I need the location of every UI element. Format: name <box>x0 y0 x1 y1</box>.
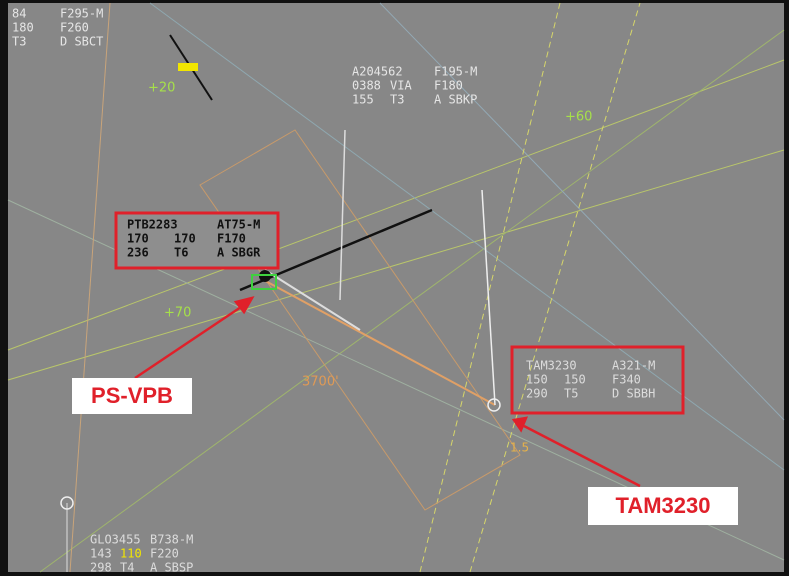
data-block-text: F295-M <box>60 7 103 21</box>
yellow-marker <box>178 63 198 71</box>
data-block-text: 150 <box>564 373 586 387</box>
data-block-text: PTB2283 <box>127 218 178 232</box>
data-block-text: F340 <box>612 373 641 387</box>
data-block-text: 290 <box>526 387 548 401</box>
data-block-text: F220 <box>150 547 179 561</box>
data-block-text: F170 <box>217 232 246 246</box>
map-label: +20 <box>148 81 175 96</box>
data-block-text: A321-M <box>612 359 655 373</box>
data-block-text: B738-M <box>150 533 193 547</box>
data-block-text: A SBGR <box>217 246 261 260</box>
data-block-text: 0388 <box>352 79 381 93</box>
callout-label: PS-VPB <box>91 383 173 408</box>
data-block-text: AT75-M <box>217 218 260 232</box>
data-block-text: T3 <box>390 93 404 107</box>
data-block-text: 298 <box>90 561 112 575</box>
data-block-text: A SBKP <box>434 93 477 107</box>
data-block-text: D SBBH <box>612 387 655 401</box>
data-block-text: F195-M <box>434 65 477 79</box>
data-block-text: 236 <box>127 246 149 260</box>
data-block-text: F180 <box>434 79 463 93</box>
data-block-text: D SBCT <box>60 35 103 49</box>
data-block-text: 155 <box>352 93 374 107</box>
data-block-text: 170 <box>127 232 149 246</box>
data-block-text: A204562 <box>352 65 403 79</box>
map-label: +70 <box>164 306 191 321</box>
data-block-text: F260 <box>60 21 89 35</box>
data-block-text: 180 <box>12 21 34 35</box>
data-block-text: 84 <box>12 7 26 21</box>
map-label: 3700' <box>302 375 339 390</box>
data-block-text: A SBSP <box>150 561 193 575</box>
data-block-text: 170 <box>174 232 196 246</box>
data-block-text: 150 <box>526 373 548 387</box>
data-block-text: VIA <box>390 79 412 93</box>
map-label: 1.5 <box>510 441 529 455</box>
data-block-text: 143 <box>90 547 112 561</box>
data-block-text: T3 <box>12 35 26 49</box>
radar-screenshot: 84 F295-M 180 F260 T3 D SBCT A204562 F195-M 0388… <box>0 0 789 576</box>
callout-label: TAM3230 <box>616 493 711 518</box>
data-block-text: T5 <box>564 387 578 401</box>
data-block-text: T4 <box>120 561 134 575</box>
data-block-text: TAM3230 <box>526 359 577 373</box>
map-label: +60 <box>565 110 592 125</box>
data-block-text: T6 <box>174 246 188 260</box>
data-block-text: GLO3455 <box>90 533 141 547</box>
page: { "blocks": [ {"rows": [["84", "F295-M"]… <box>0 0 789 576</box>
data-block-text: 110 <box>120 547 142 561</box>
